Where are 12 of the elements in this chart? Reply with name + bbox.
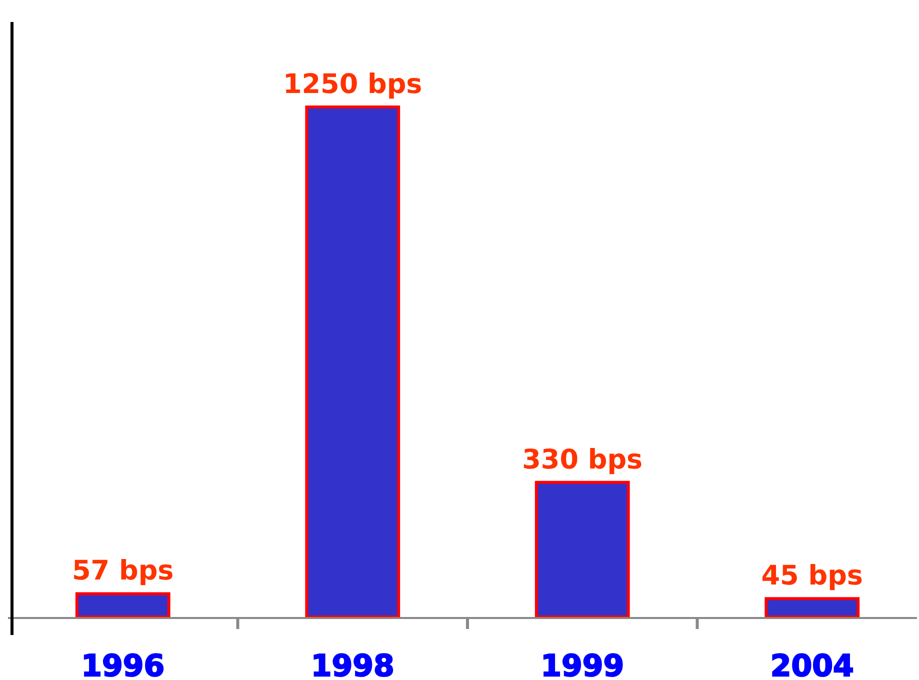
x-tick-label: 1998	[310, 649, 394, 680]
data-label: 330 bps	[522, 444, 643, 476]
data-label: 57 bps	[72, 556, 174, 587]
data-label: 45 bps	[761, 560, 863, 592]
bar	[75, 592, 170, 618]
bar	[764, 597, 860, 618]
data-label: 1250 bps	[282, 69, 422, 100]
bar	[305, 106, 400, 618]
x-tick-label: 1996	[81, 649, 165, 680]
x-tick-label: 2004	[770, 649, 854, 680]
bar	[534, 480, 630, 618]
x-tick-label: 1999	[540, 649, 624, 680]
